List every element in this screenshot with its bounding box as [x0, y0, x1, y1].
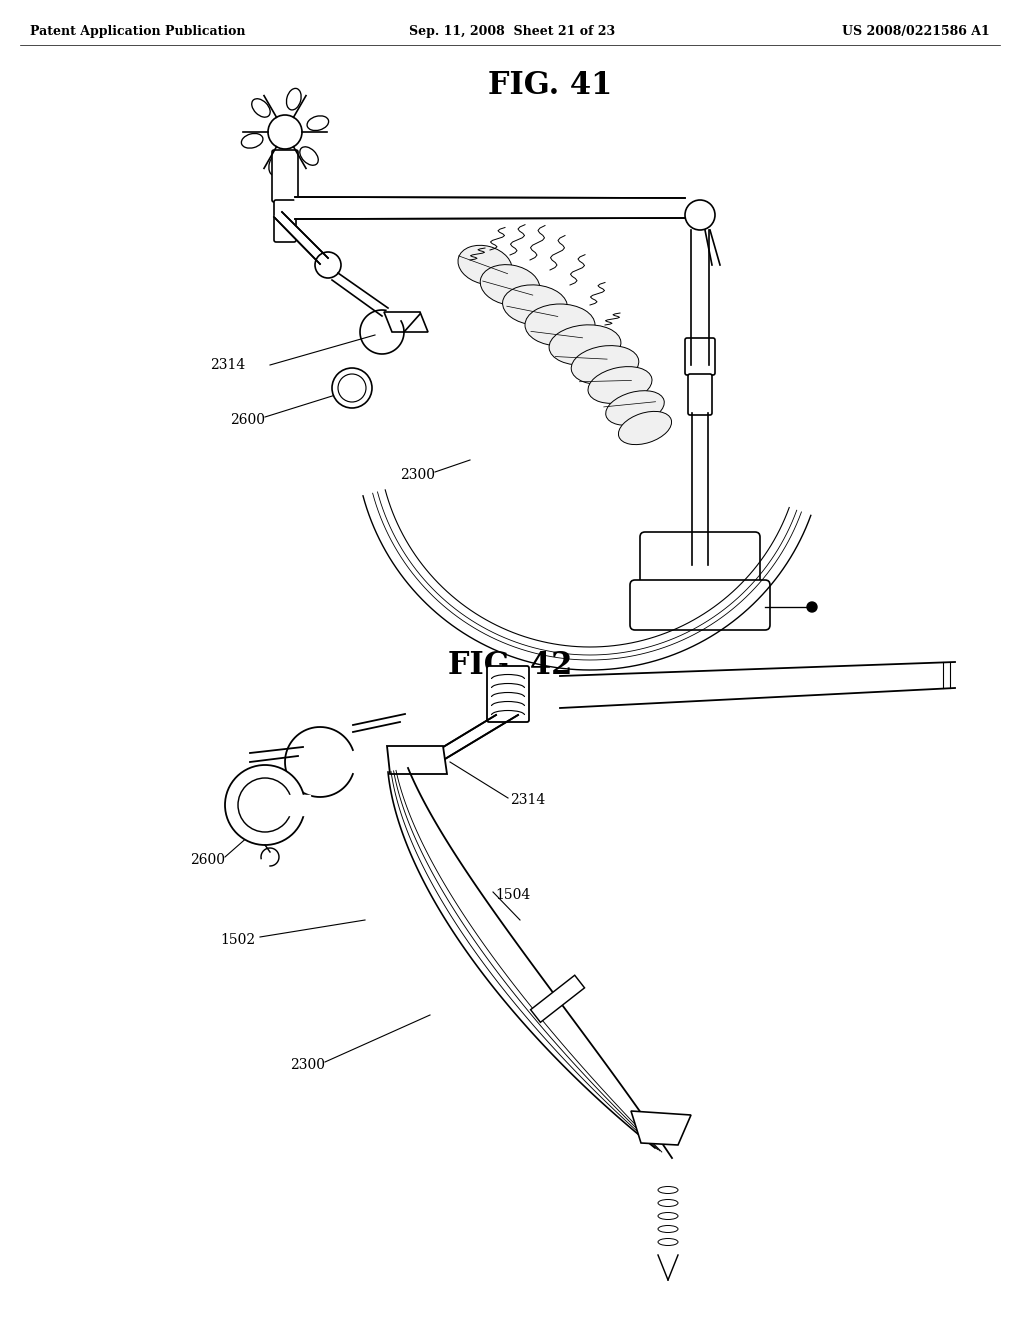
Polygon shape — [530, 975, 585, 1022]
FancyBboxPatch shape — [630, 579, 770, 630]
FancyBboxPatch shape — [640, 532, 760, 591]
Polygon shape — [274, 213, 328, 264]
Polygon shape — [287, 795, 310, 814]
Ellipse shape — [685, 201, 715, 230]
FancyBboxPatch shape — [274, 201, 296, 242]
Ellipse shape — [658, 1200, 678, 1206]
Text: 2600: 2600 — [190, 853, 225, 867]
Text: FIG. 42: FIG. 42 — [447, 649, 572, 681]
Text: 2314: 2314 — [510, 793, 545, 807]
Circle shape — [268, 115, 302, 149]
FancyBboxPatch shape — [688, 374, 712, 414]
Polygon shape — [631, 1111, 691, 1144]
Text: 2600: 2600 — [230, 413, 265, 426]
FancyBboxPatch shape — [487, 667, 529, 722]
Text: 2300: 2300 — [400, 469, 435, 482]
Ellipse shape — [269, 154, 284, 176]
Text: 1502: 1502 — [220, 933, 255, 946]
Ellipse shape — [242, 133, 263, 148]
FancyBboxPatch shape — [272, 150, 298, 202]
Text: FIG. 41: FIG. 41 — [487, 70, 612, 100]
Ellipse shape — [480, 264, 540, 305]
Ellipse shape — [571, 346, 639, 384]
Ellipse shape — [606, 391, 665, 425]
Polygon shape — [425, 715, 518, 762]
Ellipse shape — [549, 325, 621, 366]
Circle shape — [238, 777, 292, 832]
Ellipse shape — [300, 147, 318, 165]
Polygon shape — [387, 746, 447, 774]
Polygon shape — [384, 312, 428, 333]
Ellipse shape — [287, 88, 301, 110]
Text: 2314: 2314 — [210, 358, 246, 372]
Ellipse shape — [658, 1225, 678, 1233]
Ellipse shape — [658, 1187, 678, 1193]
Polygon shape — [560, 663, 955, 708]
Ellipse shape — [588, 367, 652, 404]
Polygon shape — [388, 768, 672, 1158]
Ellipse shape — [503, 285, 567, 325]
Circle shape — [315, 252, 341, 279]
Ellipse shape — [307, 116, 329, 131]
Polygon shape — [295, 197, 685, 219]
Circle shape — [338, 374, 366, 403]
Circle shape — [225, 766, 305, 845]
Text: US 2008/0221586 A1: US 2008/0221586 A1 — [843, 25, 990, 38]
Ellipse shape — [658, 1238, 678, 1246]
Ellipse shape — [658, 1213, 678, 1220]
Text: 1504: 1504 — [495, 888, 530, 902]
Ellipse shape — [252, 99, 270, 117]
FancyBboxPatch shape — [685, 338, 715, 375]
Text: 2300: 2300 — [290, 1059, 325, 1072]
Ellipse shape — [458, 246, 512, 285]
Ellipse shape — [525, 304, 595, 346]
Text: Sep. 11, 2008  Sheet 21 of 23: Sep. 11, 2008 Sheet 21 of 23 — [409, 25, 615, 38]
Circle shape — [807, 602, 817, 612]
Text: Patent Application Publication: Patent Application Publication — [30, 25, 246, 38]
Circle shape — [332, 368, 372, 408]
Ellipse shape — [618, 412, 672, 445]
